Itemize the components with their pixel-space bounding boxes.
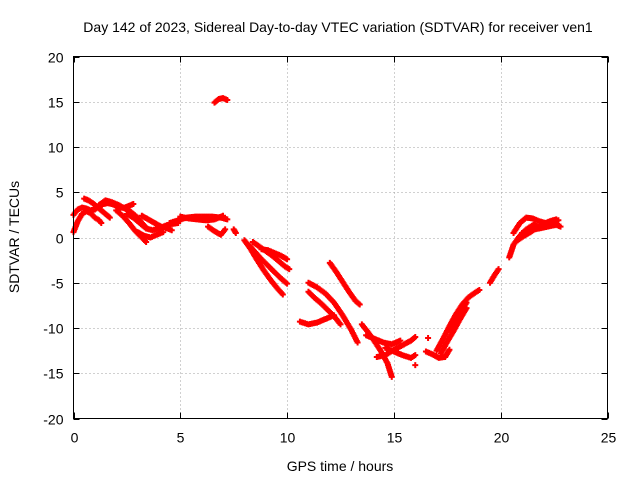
plot-frame — [73, 56, 608, 419]
data-point — [412, 352, 419, 359]
y-tick-label: -5 — [51, 276, 64, 292]
y-tick-label: 0 — [56, 231, 64, 247]
data-point — [557, 223, 564, 230]
data-point — [284, 256, 291, 263]
y-tick-label: -10 — [43, 321, 63, 337]
x-tick-label: 5 — [177, 430, 185, 446]
y-tick-label: 10 — [48, 140, 64, 156]
x-tick-label: 25 — [601, 430, 617, 446]
data-point — [224, 216, 231, 223]
data-point — [388, 373, 395, 380]
data-point — [286, 266, 293, 273]
y-axis-label: SDTVAR / TECUs — [6, 181, 22, 293]
data-point — [425, 334, 432, 341]
y-tick-label: -15 — [43, 366, 63, 382]
data-point — [412, 362, 419, 369]
y-tick-label: 20 — [48, 50, 64, 66]
data-point — [279, 291, 286, 298]
data-point — [337, 321, 344, 328]
data-point — [331, 312, 338, 319]
data-points — [70, 95, 564, 380]
data-point — [98, 220, 105, 227]
data-point — [495, 266, 502, 273]
data-point — [284, 280, 291, 287]
y-tick-label: 5 — [56, 185, 64, 201]
data-point — [553, 216, 560, 223]
x-tick-label: 20 — [494, 430, 510, 446]
data-point — [232, 229, 239, 236]
x-tick-label: 10 — [280, 430, 296, 446]
data-point — [143, 239, 150, 246]
data-point — [397, 337, 404, 344]
data-point — [463, 299, 470, 306]
data-point — [106, 214, 113, 221]
y-tick-label: 15 — [48, 95, 64, 111]
y-tick-label: -20 — [43, 412, 63, 428]
x-tick-label: 15 — [387, 430, 403, 446]
chart-title: Day 142 of 2023, Sidereal Day-to-day VTE… — [83, 19, 593, 35]
data-point — [354, 339, 361, 346]
data-point — [356, 301, 363, 308]
data-point — [224, 96, 231, 103]
data-point — [222, 226, 229, 233]
data-point — [446, 346, 453, 353]
data-point — [476, 286, 483, 293]
data-point — [412, 334, 419, 341]
data-point — [130, 201, 137, 208]
data-point — [168, 227, 175, 234]
x-tick-label: 0 — [71, 430, 79, 446]
x-axis-label: GPS time / hours — [287, 458, 394, 474]
axis-ticks: 0 5 10 15 20 25 -20 -15 -10 -5 0 5 10 15 20 — [43, 50, 616, 446]
data-point — [220, 212, 227, 219]
